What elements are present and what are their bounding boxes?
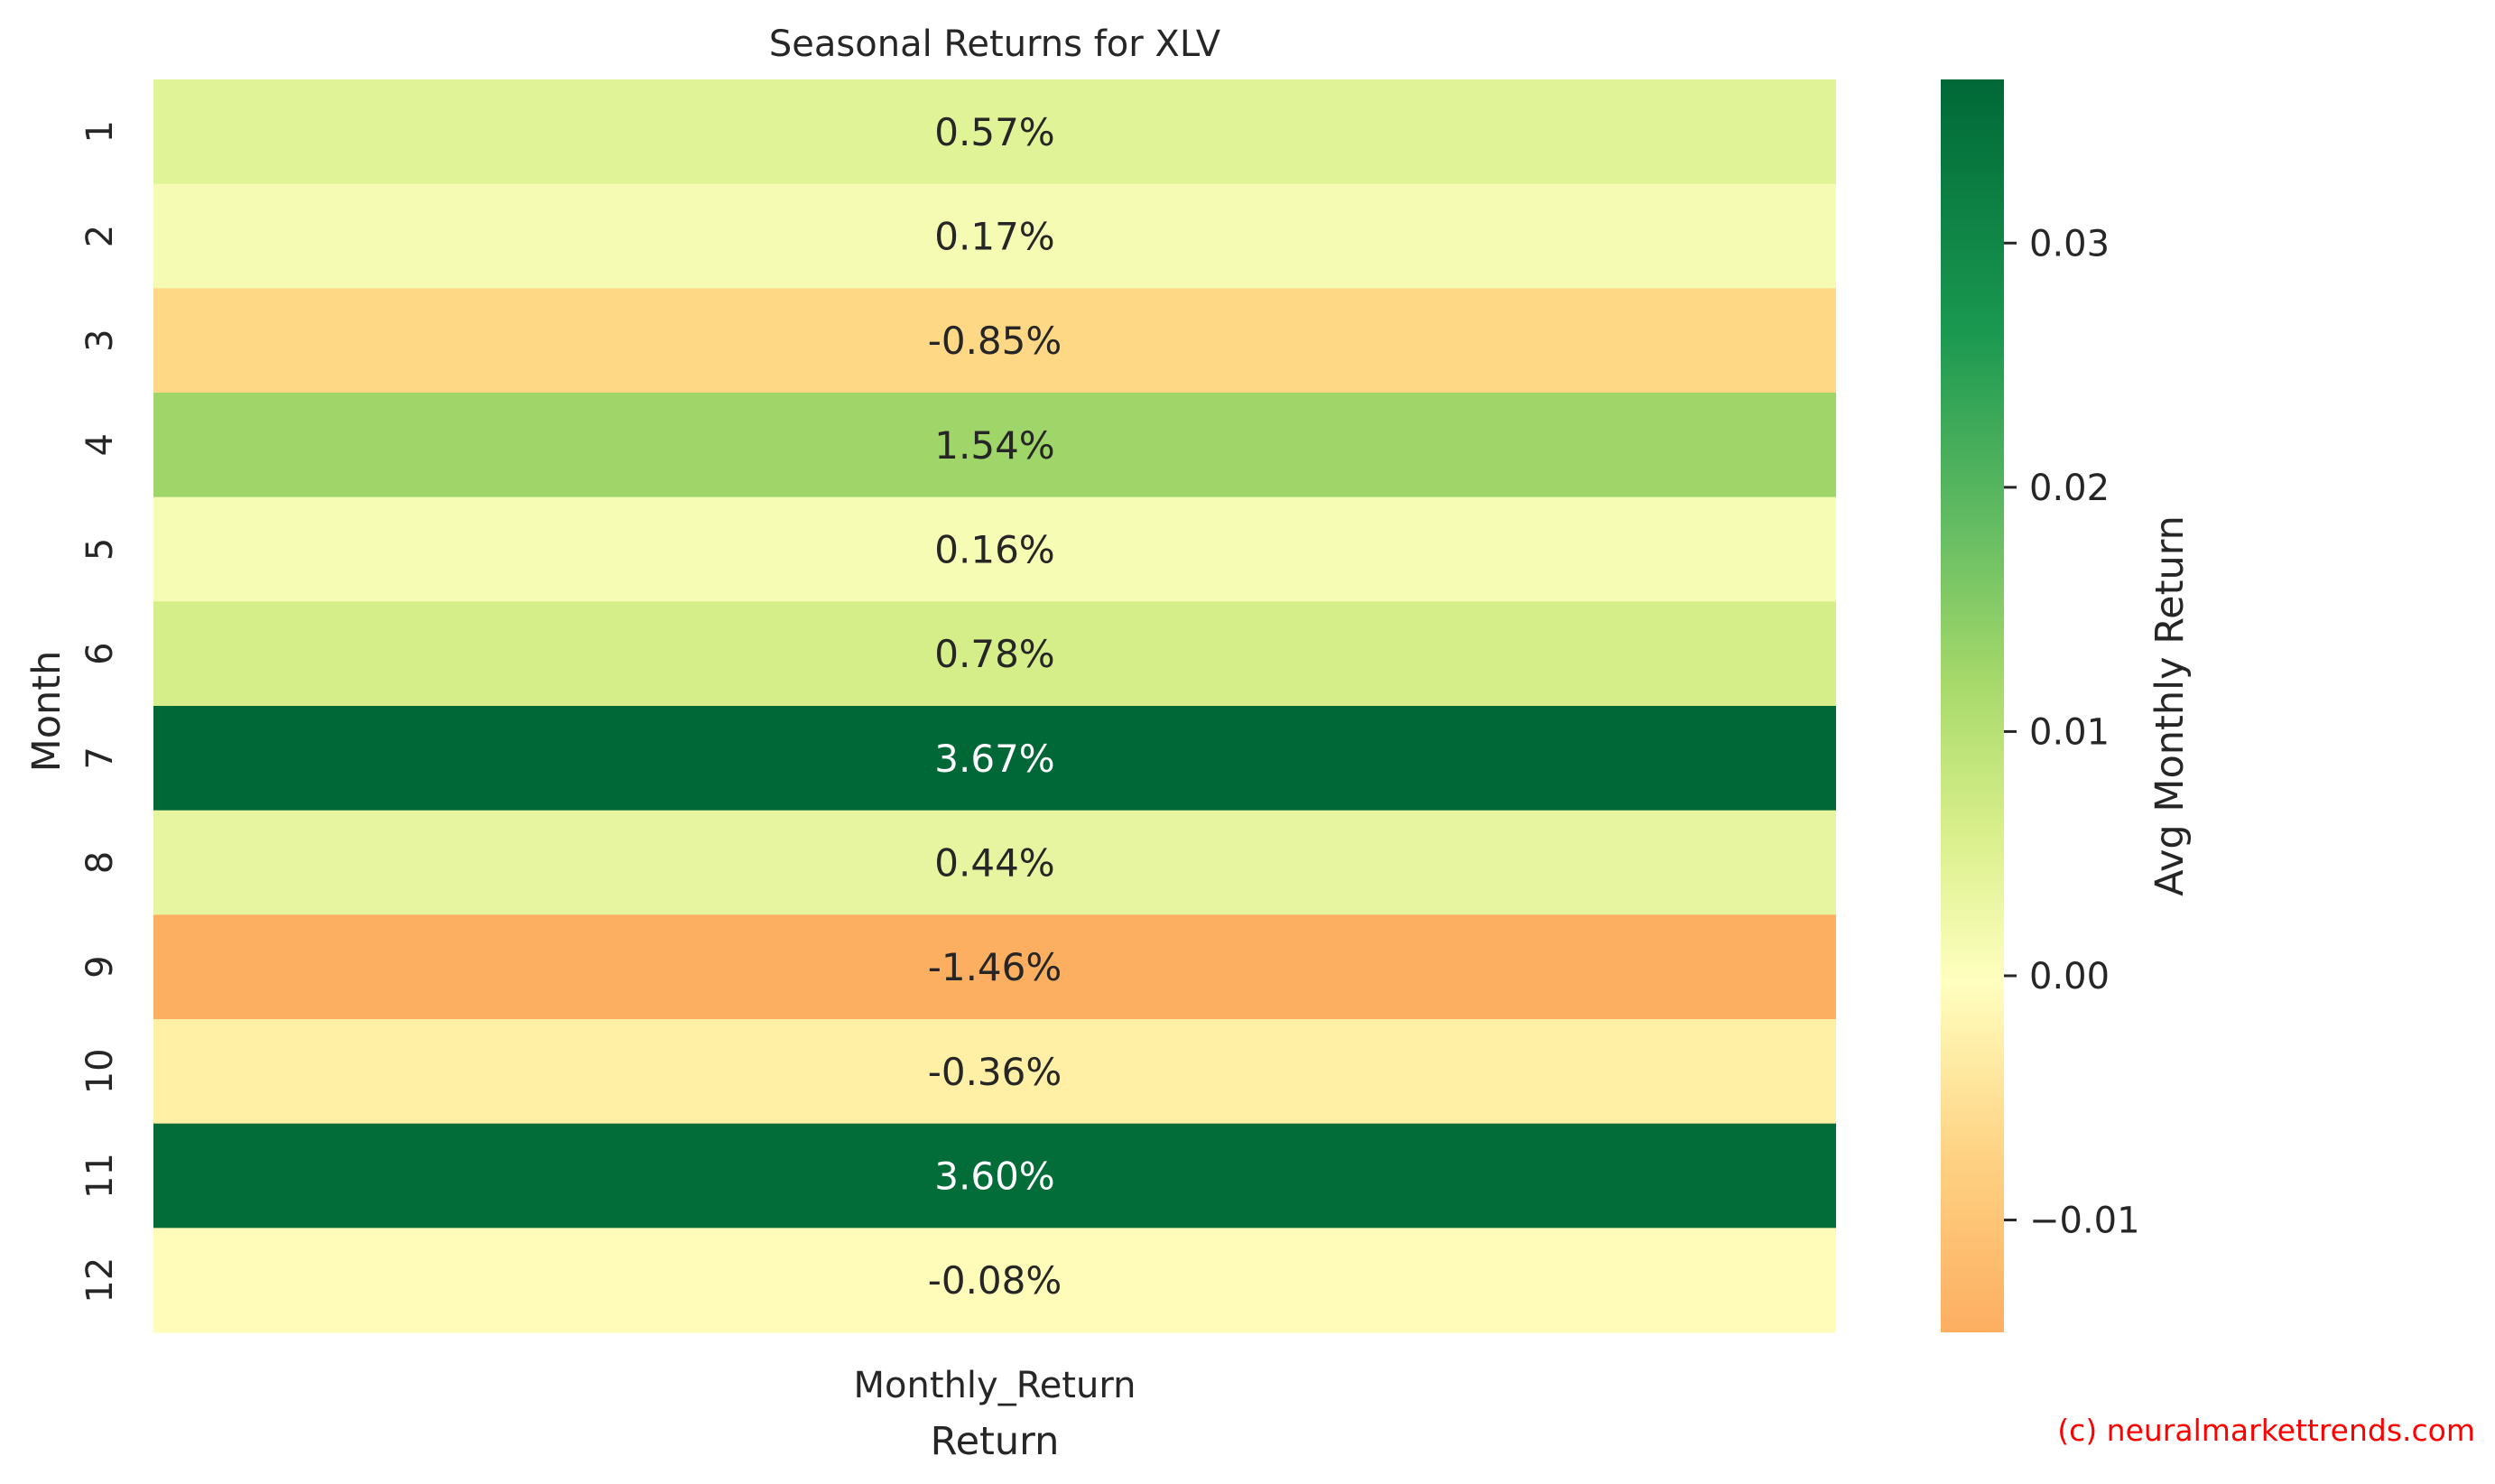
heatmap-cell-month-2 <box>153 183 1836 289</box>
heatmap-cell-month-1 <box>153 79 1836 185</box>
month-tick-label: 11 <box>79 1153 121 1199</box>
colorbar-tick-label: 0.02 <box>2029 468 2110 509</box>
credit-text: (c) neuralmarkettrends.com <box>2057 1413 2475 1448</box>
cell-value-label: 3.60% <box>934 1155 1054 1199</box>
month-tick-label: 6 <box>79 642 121 664</box>
heatmap-cell-month-8 <box>153 810 1836 915</box>
month-tick-label: 7 <box>79 747 121 769</box>
heatmap-cell-month-6 <box>153 601 1836 707</box>
column-tick-label: Monthly_Return <box>854 1365 1136 1406</box>
cell-value-label: 0.17% <box>934 215 1054 259</box>
month-tick-label: 8 <box>79 851 121 874</box>
y-axis-label: Month <box>24 651 70 773</box>
cell-value-label: 1.54% <box>934 423 1054 468</box>
month-tick-label: 2 <box>79 225 121 247</box>
heatmap-cells: 0.57% 0.17% -0.85% 1.54% 0.16% 0.78% 3.67% 0.44… <box>153 79 1836 1333</box>
colorbar <box>1941 79 2004 1332</box>
month-tick-label: 5 <box>79 538 121 561</box>
cell-value-label: 0.78% <box>934 632 1054 676</box>
heatmap-cell-month-7 <box>153 706 1836 812</box>
cell-value-label: -0.08% <box>928 1258 1062 1303</box>
colorbar-tick-label: 0.03 <box>2029 223 2110 264</box>
colorbar-ticks: −0.01 0.00 0.01 0.02 0.03 <box>2004 223 2140 1242</box>
x-axis-label: Return <box>931 1419 1060 1464</box>
cell-value-label: 3.67% <box>934 737 1054 781</box>
heatmap-cell-month-9 <box>153 914 1836 1020</box>
cell-value-label: -0.36% <box>928 1050 1062 1094</box>
colorbar-tick-label: −0.01 <box>2029 1201 2140 1242</box>
heatmap-cell-month-3 <box>153 288 1836 394</box>
heatmap-cell-month-10 <box>153 1019 1836 1125</box>
month-tick-label: 1 <box>79 120 121 143</box>
cell-value-label: -1.46% <box>928 945 1062 989</box>
cell-value-label: 0.44% <box>934 841 1054 886</box>
heatmap-cell-month-12 <box>153 1228 1836 1333</box>
colorbar-tick-label: 0.00 <box>2029 956 2110 997</box>
chart-title: Seasonal Returns for XLV <box>769 23 1221 65</box>
heatmap-cell-month-11 <box>153 1123 1836 1229</box>
heatmap-cell-month-4 <box>153 393 1836 498</box>
colorbar-label: Avg Monthly Return <box>2147 515 2193 896</box>
cell-value-label: -0.85% <box>928 319 1062 363</box>
month-tick-label: 10 <box>79 1048 121 1094</box>
heatmap-cell-month-5 <box>153 496 1836 602</box>
month-tick-label: 12 <box>79 1257 121 1303</box>
month-tick-label: 3 <box>79 329 121 351</box>
month-tick-label: 9 <box>79 955 121 978</box>
month-tick-label: 4 <box>79 433 121 456</box>
colorbar-tick-label: 0.01 <box>2029 711 2110 753</box>
cell-value-label: 0.16% <box>934 528 1054 572</box>
cell-value-label: 0.57% <box>934 110 1054 154</box>
